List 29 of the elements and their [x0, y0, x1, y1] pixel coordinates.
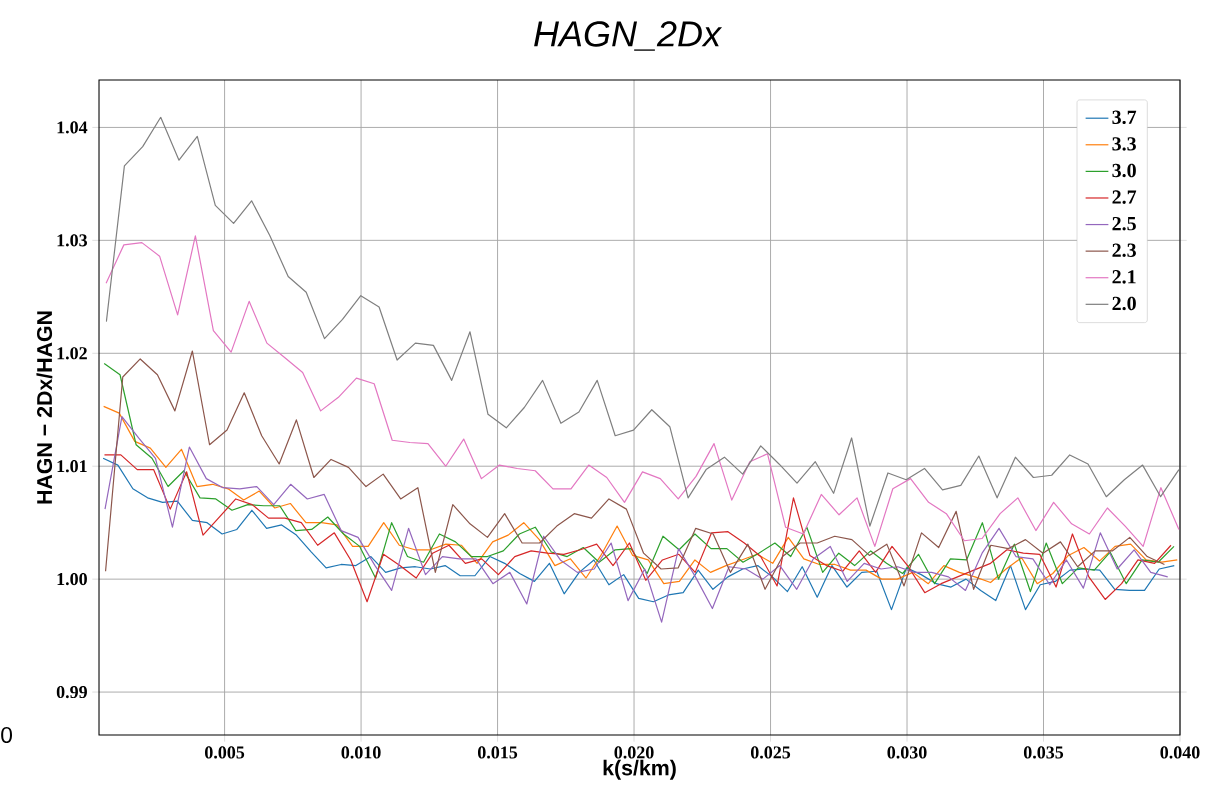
chart-title: HAGN_2Dx [534, 21, 723, 51]
line-series [105, 235, 1180, 547]
legend-label: 2.5 [1112, 216, 1136, 231]
legend-label: 3.3 [1112, 137, 1136, 151]
line-series [103, 405, 1178, 585]
y-axis-title: HAGN − 2Dx/HAGN [36, 311, 53, 504]
legend-label: 2.7 [1112, 190, 1137, 204]
legend-label: 3.0 [1112, 163, 1136, 178]
x-tick-label: 0.040 [1160, 746, 1200, 759]
y-tick-label: 1.03 [57, 234, 88, 247]
y-tick-label: 1.00 [57, 573, 87, 586]
x-tick-label: 0.005 [205, 746, 245, 759]
x-tick-label: 0.010 [341, 746, 381, 759]
x-tick-label: 0.035 [1023, 746, 1064, 759]
x-tick-label: 0.030 [887, 746, 927, 759]
x-tick-label: 0.025 [750, 746, 791, 759]
legend-label: 2.1 [1112, 270, 1136, 284]
text: 0 [1, 726, 13, 744]
y-tick-label: 1.02 [57, 347, 87, 360]
x-tick-label: 0.015 [478, 746, 518, 759]
x-axis-title: k(s/km) [603, 759, 676, 780]
y-tick-label: 1.01 [57, 460, 87, 473]
x-tick-label: 0.020 [614, 746, 654, 759]
legend-label: 3.7 [1112, 110, 1137, 125]
y-tick-label: 1.04 [57, 121, 88, 134]
legend-label: 2.3 [1112, 243, 1136, 258]
line-series [104, 415, 1169, 623]
y-tick-label: 0.99 [56, 685, 87, 699]
legend-label: 2.0 [1112, 296, 1136, 311]
